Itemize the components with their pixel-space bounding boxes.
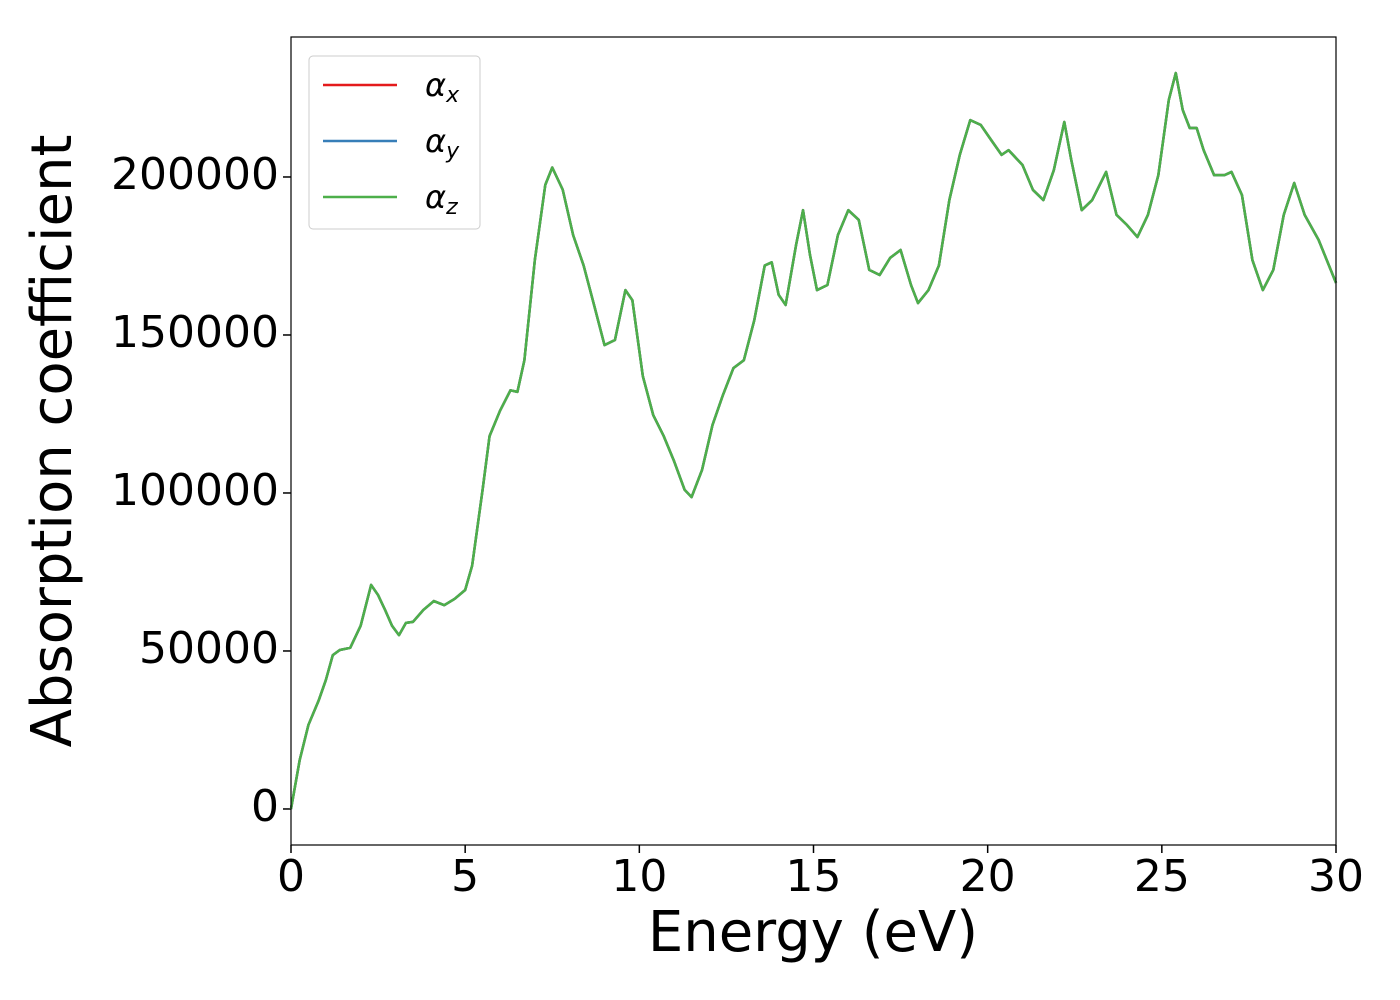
legend-label: αy [425,122,460,164]
y-axis-label: Absorption coefficient [20,135,85,748]
y-tick-label: 50000 [139,623,279,674]
legend-box [308,55,481,230]
legend-label: αx [425,66,460,108]
y-tick-label: 0 [251,781,279,832]
plot-frame [290,36,1337,846]
x-tick-label: 0 [277,851,305,902]
x-tick-label: 25 [1134,851,1190,902]
x-tick-label: 10 [611,851,667,902]
y-tick-label: 100000 [111,465,279,516]
y-tick-label: 150000 [111,307,279,358]
legend-label: αz [425,178,458,220]
x-axis-label: Energy (eV) [648,900,978,965]
x-tick-label: 5 [451,851,479,902]
x-tick-label: 20 [960,851,1016,902]
y-tick-label: 200000 [111,149,279,200]
x-tick-label: 30 [1308,851,1364,902]
series-line [289,71,1338,810]
x-tick-label: 15 [786,851,842,902]
